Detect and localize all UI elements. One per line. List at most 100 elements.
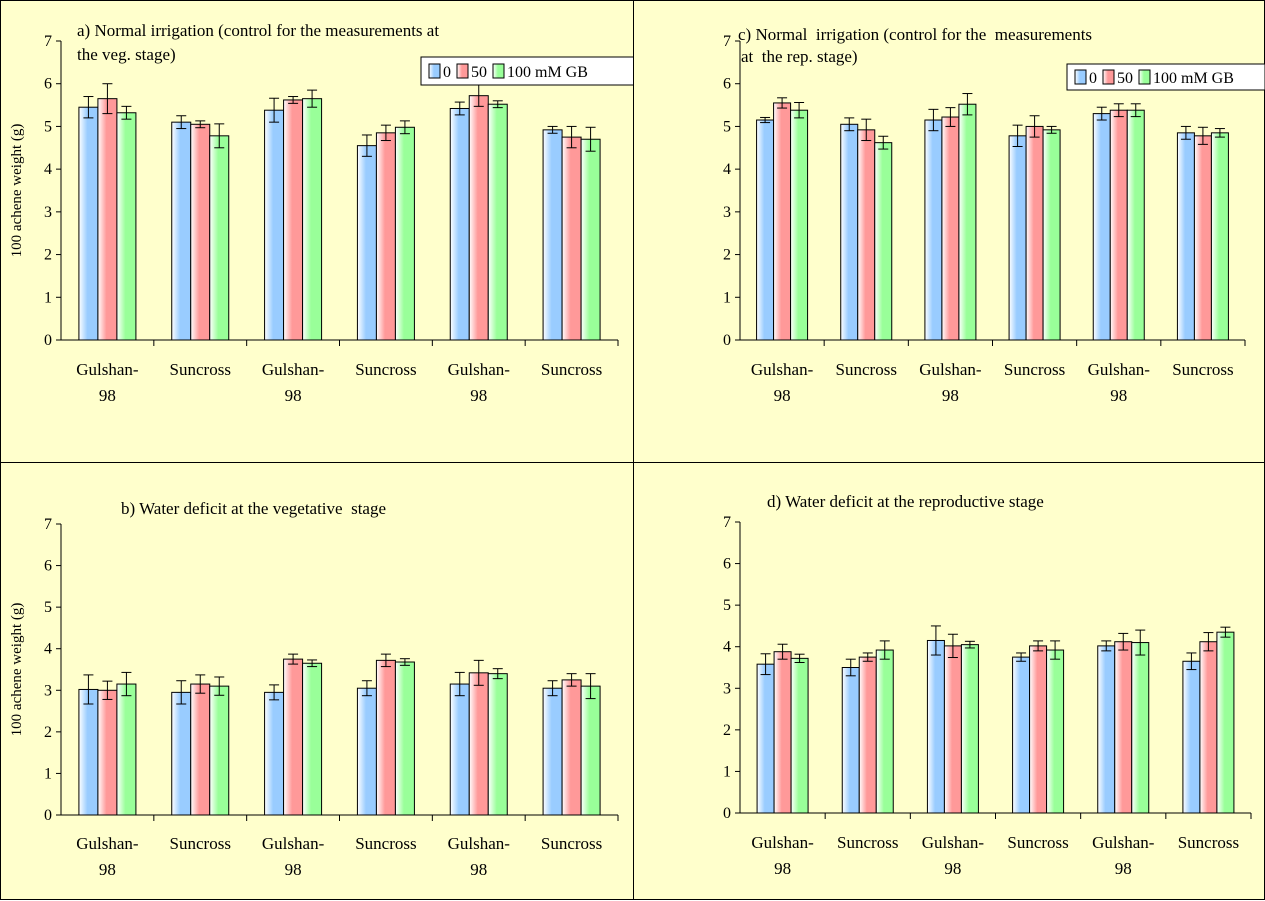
x-category-label: 98	[774, 859, 791, 878]
x-category-label: 98	[942, 386, 959, 405]
bar	[580, 138, 601, 341]
bar	[840, 123, 859, 341]
x-category-label: Suncross	[170, 360, 231, 379]
legend-label: 0	[1089, 70, 1097, 87]
x-category-label: Gulshan-	[262, 360, 325, 379]
bar	[1029, 645, 1048, 814]
bar	[1109, 109, 1128, 341]
bar	[78, 688, 99, 816]
chart-svg-b: 0 1 2 3 4 5 6 7 100 achene weight (g) Gulshan- 98 S…	[9, 499, 619, 879]
bar	[1114, 641, 1133, 814]
x-category-label: 98	[470, 860, 487, 879]
bar	[97, 98, 118, 341]
bar	[487, 673, 508, 816]
bar	[841, 667, 860, 814]
y-tick-label: 1	[723, 763, 731, 780]
bar	[394, 661, 415, 816]
legend-swatch	[1074, 69, 1087, 85]
bar	[1092, 113, 1111, 341]
bar	[1182, 660, 1201, 814]
bar	[487, 103, 508, 341]
legend-box	[1066, 63, 1265, 91]
bar	[78, 106, 99, 341]
bar	[875, 649, 894, 814]
bar	[356, 687, 377, 816]
y-tick-label: 1	[44, 289, 52, 306]
x-category-label: Gulshan-	[448, 834, 511, 853]
x-category-label: Suncross	[170, 834, 231, 853]
bar	[302, 98, 323, 341]
y-tick-label: 0	[44, 807, 52, 824]
chart-title: a) Normal irrigation (control for the me…	[77, 21, 439, 40]
legend-label: 100 mM GB	[507, 64, 588, 81]
bar	[1126, 109, 1145, 341]
y-tick-label: 0	[723, 805, 731, 822]
x-category-label: 98	[470, 386, 487, 405]
bar	[1008, 135, 1027, 341]
y-tick-label: 3	[723, 680, 731, 697]
bar	[756, 663, 775, 814]
chart-title: at the rep. stage)	[741, 47, 858, 66]
legend-swatch	[492, 63, 505, 79]
y-tick-label: 7	[44, 33, 52, 50]
bar	[449, 107, 470, 341]
x-category-label: Suncross	[541, 834, 602, 853]
y-tick-label: 7	[44, 516, 52, 533]
legend-swatch	[1138, 69, 1151, 85]
x-category-label: Suncross	[836, 360, 897, 379]
x-category-label: Gulshan-	[262, 834, 325, 853]
chart-panel-d: 0 1 2 3 4 5 6 7 Gulshan- 98 Suncross Gulshan- 98 Sunc…	[633, 462, 1265, 900]
y-tick-label: 3	[44, 204, 52, 221]
bar	[924, 119, 943, 341]
bar	[773, 102, 792, 341]
bar	[943, 645, 962, 814]
x-category-label: 98	[285, 860, 302, 879]
x-category-label: Suncross	[1004, 360, 1065, 379]
bar	[264, 109, 285, 341]
y-tick-label: 4	[44, 161, 52, 178]
x-category-label: 98	[1115, 859, 1132, 878]
x-category-label: Suncross	[1007, 833, 1068, 852]
y-tick-label: 6	[44, 558, 52, 575]
x-category-label: Gulshan-	[76, 360, 139, 379]
chart-svg-a: 0 1 2 3 4 5 6 7 100 achene weight (g) Gulshan- 98 S…	[9, 21, 638, 405]
x-category-label: 98	[285, 386, 302, 405]
bar	[790, 657, 809, 814]
chart-title: c) Normal irrigation (control for the me…	[738, 25, 1092, 44]
bar	[1193, 135, 1212, 341]
chart-panel-b: 0 1 2 3 4 5 6 7 100 achene weight (g) Gulshan- 98 S…	[0, 462, 634, 900]
bar	[874, 142, 893, 341]
bar	[1199, 641, 1218, 814]
bar	[302, 662, 323, 816]
bar	[1176, 132, 1195, 341]
bar	[468, 672, 489, 816]
x-category-label: Gulshan-	[751, 360, 814, 379]
bar	[857, 129, 876, 341]
bar	[1210, 132, 1229, 341]
y-tick-label: 6	[44, 76, 52, 93]
y-tick-label: 4	[723, 161, 731, 178]
y-tick-label: 4	[723, 639, 731, 656]
bar	[926, 639, 945, 814]
bar	[561, 136, 582, 341]
y-tick-label: 2	[44, 247, 52, 264]
y-tick-label: 7	[723, 33, 731, 50]
bar	[209, 135, 230, 341]
x-category-label: 98	[944, 859, 961, 878]
x-category-label: Gulshan-	[448, 360, 511, 379]
y-tick-label: 3	[44, 682, 52, 699]
y-tick-label: 5	[723, 597, 731, 614]
bar	[468, 95, 489, 341]
bar	[209, 685, 230, 816]
bar	[116, 683, 137, 816]
x-category-label: Suncross	[1172, 360, 1233, 379]
chart-title: d) Water deficit at the reproductive sta…	[767, 492, 1044, 511]
bar	[97, 689, 118, 816]
x-category-label: Gulshan-	[76, 834, 139, 853]
y-tick-label: 6	[723, 76, 731, 93]
y-tick-label: 7	[723, 514, 731, 531]
bar	[116, 112, 137, 341]
x-category-label: Gulshan-	[751, 833, 814, 852]
bar	[375, 659, 396, 816]
bar	[542, 687, 563, 816]
